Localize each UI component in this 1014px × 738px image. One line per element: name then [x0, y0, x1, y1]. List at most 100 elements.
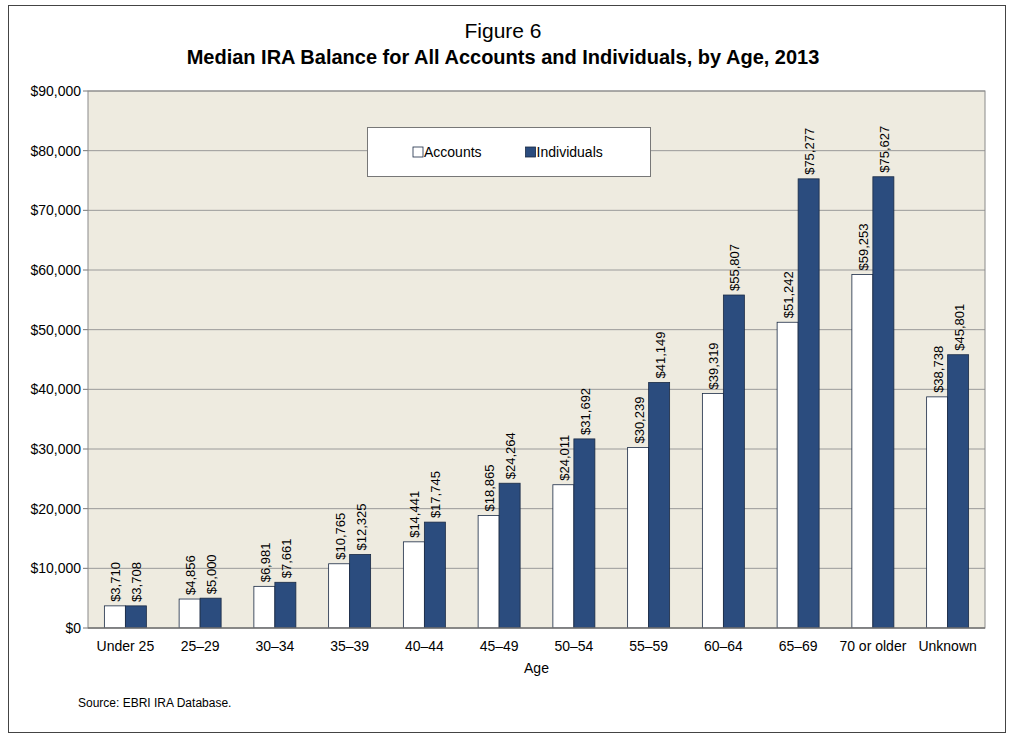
x-tick-label: 30–34 — [255, 638, 294, 654]
y-tick-label: $50,000 — [30, 322, 81, 338]
bar — [628, 448, 649, 628]
y-tick-label: $10,000 — [30, 560, 81, 576]
bar — [200, 598, 221, 628]
x-tick-label: Unknown — [918, 638, 976, 654]
data-label: $12,325 — [354, 503, 369, 550]
tick-mark — [83, 210, 88, 211]
data-label: $39,319 — [706, 342, 721, 389]
data-label: $55,807 — [727, 244, 742, 291]
plot-area — [88, 91, 985, 628]
legend-box — [368, 128, 651, 177]
data-label: $24,264 — [503, 432, 518, 479]
figure-frame — [9, 6, 1006, 733]
bar — [104, 606, 125, 628]
bar — [179, 599, 200, 628]
grid-line — [88, 270, 985, 271]
bar — [702, 393, 723, 628]
x-axis-label: Age — [524, 660, 549, 676]
tick-mark — [83, 150, 88, 151]
data-label: $75,277 — [802, 128, 817, 175]
x-tick-label: 50–54 — [554, 638, 593, 654]
bar — [852, 274, 873, 628]
grid-line — [88, 568, 985, 569]
data-label: $3,708 — [129, 562, 144, 602]
bar — [329, 564, 350, 628]
y-tick-label: $90,000 — [30, 83, 81, 99]
title: Figure 6 — [464, 19, 541, 42]
x-tick-label: 40–44 — [405, 638, 444, 654]
data-label: $4,856 — [183, 555, 198, 595]
tick-mark — [83, 329, 88, 330]
data-label: $51,242 — [781, 271, 796, 318]
legend-swatch — [413, 147, 423, 157]
data-label: $30,239 — [632, 397, 647, 444]
y-tick-label: $40,000 — [30, 381, 81, 397]
tick-mark — [83, 628, 88, 629]
data-label: $18,865 — [482, 464, 497, 511]
data-label: $5,000 — [204, 554, 219, 594]
bar — [499, 483, 520, 628]
data-label: $45,801 — [952, 304, 967, 351]
x-tick-label: 55–59 — [629, 638, 668, 654]
x-axis-line — [88, 628, 985, 629]
bar — [777, 322, 798, 628]
bar — [350, 554, 371, 628]
bar — [927, 397, 948, 628]
tick-mark — [83, 508, 88, 509]
data-label: $10,765 — [333, 513, 348, 560]
bar — [424, 522, 445, 628]
bar — [723, 295, 744, 628]
y-tick-label: $20,000 — [30, 501, 81, 517]
data-label: $24,011 — [557, 435, 572, 481]
chart: Figure 6 Median IRA Balance for All Accou… — [0, 0, 1014, 738]
bar — [254, 586, 275, 628]
data-label: $17,745 — [428, 471, 443, 518]
y-tick-label: $70,000 — [30, 202, 81, 218]
legend-swatch — [526, 147, 536, 157]
x-tick-label: 70 or older — [839, 638, 906, 654]
subtitle: Median IRA Balance for All Accounts and … — [187, 46, 820, 68]
bars — [104, 177, 968, 628]
grid-line — [88, 389, 985, 390]
tick-mark — [83, 270, 88, 271]
x-tick-label: 45–49 — [480, 638, 519, 654]
data-label: $38,738 — [931, 346, 946, 393]
bar — [873, 177, 894, 628]
data-label: $75,627 — [877, 126, 892, 173]
legend: Accounts Individuals — [368, 128, 651, 177]
grid-line — [88, 329, 985, 330]
data-label: $7,661 — [279, 539, 294, 579]
data-label: $41,149 — [653, 331, 668, 378]
tick-mark — [83, 449, 88, 450]
data-label: $31,692 — [578, 388, 593, 435]
bar — [649, 382, 670, 628]
x-tick-label: 60–64 — [704, 638, 743, 654]
x-tick-label: 25–29 — [181, 638, 220, 654]
grid-line — [88, 628, 985, 629]
tick-mark — [83, 568, 88, 569]
data-label: $6,981 — [258, 543, 273, 583]
grid-line — [88, 210, 985, 211]
bar — [574, 439, 595, 628]
data-label: $14,441 — [407, 491, 422, 538]
x-axis: Under 2525–2930–3435–3940–4445–4950–5455… — [97, 638, 977, 654]
annotation: Source: EBRI IRA Database. — [78, 696, 231, 710]
grid-line — [88, 508, 985, 509]
data-label: $3,710 — [108, 562, 123, 602]
grid-line — [88, 449, 985, 450]
y-tick-label: $80,000 — [30, 143, 81, 159]
y-tick-label: $60,000 — [30, 262, 81, 278]
data-labels: $3,710 $4,856 $6,981 $10,765 $14,441 $18,865 $… — [108, 126, 966, 602]
y-tick-label: $0 — [65, 620, 81, 636]
x-tick-label: 65–69 — [779, 638, 818, 654]
bar — [798, 179, 819, 628]
bar — [948, 355, 969, 628]
data-label: $59,253 — [856, 223, 871, 270]
y-axis: $0 $10,000 $20,000 $30,000 $40,000 $50,000 $60… — [30, 83, 985, 636]
tick-mark — [83, 91, 88, 92]
bar — [125, 606, 146, 628]
y-tick-label: $30,000 — [30, 441, 81, 457]
legend-label: Individuals — [537, 144, 603, 160]
legend-label: Accounts — [424, 144, 482, 160]
bar — [478, 515, 499, 628]
